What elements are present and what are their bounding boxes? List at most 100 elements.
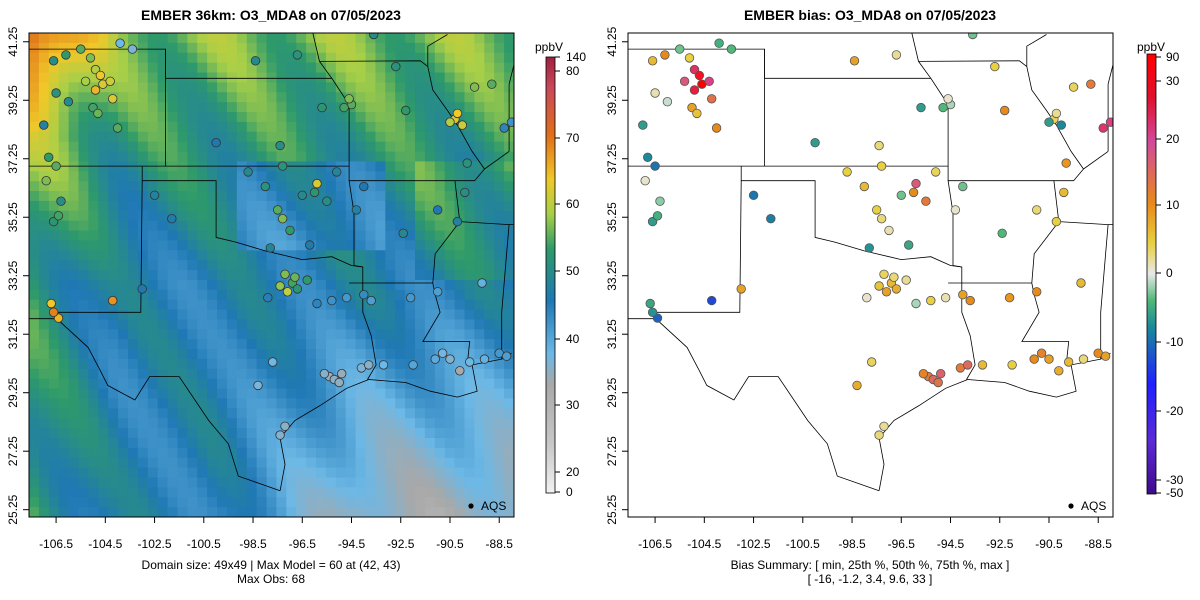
model-grid-cell bbox=[335, 319, 347, 330]
model-grid-cell bbox=[345, 200, 357, 212]
model-grid-cell bbox=[355, 82, 367, 93]
model-grid-cell bbox=[29, 230, 40, 242]
x-tick-label: -94.5 bbox=[937, 537, 965, 551]
model-grid-cell bbox=[38, 181, 50, 192]
model-grid-cell bbox=[286, 121, 297, 133]
model-grid-cell bbox=[405, 408, 416, 419]
state-boundary-line bbox=[740, 166, 976, 380]
model-grid-cell bbox=[365, 447, 377, 459]
model-grid-cell bbox=[504, 240, 514, 251]
model-grid-cell bbox=[266, 72, 278, 83]
model-grid-cell bbox=[108, 368, 119, 380]
model-grid-cell bbox=[494, 230, 505, 242]
model-grid-cell bbox=[484, 437, 495, 449]
y-tick-label: 39.25 bbox=[6, 85, 20, 115]
colorbar-tick-label: 20 bbox=[566, 465, 580, 479]
model-grid-cell bbox=[127, 329, 139, 340]
right-panel-title: EMBER bias: O3_MDA8 on 07/05/2023 bbox=[744, 7, 996, 23]
model-grid-cell bbox=[88, 358, 99, 370]
model-grid-cell bbox=[68, 457, 80, 469]
model-grid-cell bbox=[108, 82, 119, 93]
model-grid-cell bbox=[236, 112, 248, 123]
model-grid-cell bbox=[405, 92, 416, 103]
bias-site-marker bbox=[694, 70, 705, 81]
model-grid-cell bbox=[316, 250, 327, 261]
model-grid-cell bbox=[118, 92, 129, 103]
model-grid-cell bbox=[494, 467, 505, 479]
model-grid-cell bbox=[335, 92, 347, 103]
model-grid-cell bbox=[157, 200, 169, 212]
model-grid-cell bbox=[424, 42, 436, 54]
model-grid-cell bbox=[345, 82, 357, 93]
model-grid-cell bbox=[236, 240, 248, 251]
model-grid-cell bbox=[118, 240, 129, 251]
model-grid-cell bbox=[325, 131, 337, 143]
model-grid-cell bbox=[38, 457, 50, 469]
model-grid-cell bbox=[286, 151, 297, 163]
model-grid-cell bbox=[157, 418, 169, 429]
model-grid-cell bbox=[58, 181, 70, 192]
model-grid-cell bbox=[375, 398, 386, 409]
model-grid-cell bbox=[187, 457, 198, 469]
model-grid-cell bbox=[464, 299, 476, 311]
model-grid-cell bbox=[48, 240, 60, 251]
model-grid-cell bbox=[78, 457, 89, 469]
model-grid-cell bbox=[137, 131, 149, 143]
model-grid-cell bbox=[48, 428, 60, 439]
model-grid-cell bbox=[316, 507, 327, 517]
model-grid-cell bbox=[187, 437, 198, 449]
model-grid-cell bbox=[276, 121, 287, 133]
model-grid-cell bbox=[434, 368, 446, 380]
model-grid-cell bbox=[167, 82, 179, 93]
x-tick-label: -102.5 bbox=[138, 537, 172, 551]
model-grid-cell bbox=[58, 378, 70, 390]
model-grid-cell bbox=[286, 487, 297, 498]
model-grid-cell bbox=[167, 388, 179, 400]
model-grid-cell bbox=[365, 408, 377, 419]
model-grid-cell bbox=[48, 319, 60, 330]
model-grid-cell bbox=[137, 319, 149, 330]
model-grid-cell bbox=[444, 378, 456, 390]
model-grid-cell bbox=[454, 161, 466, 172]
model-grid-cell bbox=[316, 112, 327, 123]
model-grid-cell bbox=[48, 131, 60, 143]
model-grid-cell bbox=[415, 329, 426, 340]
model-grid-cell bbox=[217, 62, 228, 74]
model-grid-cell bbox=[325, 378, 337, 390]
model-grid-cell bbox=[207, 507, 218, 517]
bias-site-marker bbox=[997, 228, 1007, 239]
model-grid-cell bbox=[385, 289, 396, 301]
model-grid-cell bbox=[276, 92, 287, 103]
model-grid-cell bbox=[335, 418, 347, 429]
model-grid-cell bbox=[207, 428, 218, 439]
model-grid-cell bbox=[484, 92, 495, 103]
model-grid-cell bbox=[147, 418, 159, 429]
monitor-site-marker bbox=[327, 295, 337, 306]
model-grid-cell bbox=[167, 497, 179, 508]
model-grid-cell bbox=[78, 319, 89, 330]
model-grid-cell bbox=[137, 52, 149, 64]
model-grid-cell bbox=[405, 418, 416, 429]
model-grid-cell bbox=[88, 349, 99, 360]
model-grid-cell bbox=[78, 358, 89, 370]
model-grid-cell bbox=[137, 181, 149, 192]
model-grid-cell bbox=[88, 260, 99, 271]
bias-site-marker bbox=[958, 181, 968, 192]
model-grid-cell bbox=[325, 388, 337, 400]
model-grid-cell bbox=[236, 487, 248, 498]
model-grid-cell bbox=[127, 161, 139, 172]
bias-site-marker bbox=[766, 213, 776, 224]
model-grid-cell bbox=[415, 319, 426, 330]
model-grid-cell bbox=[286, 339, 297, 350]
model-grid-cell bbox=[217, 507, 228, 517]
model-grid-cell bbox=[236, 230, 248, 242]
model-grid-cell bbox=[207, 378, 218, 390]
model-grid-cell bbox=[415, 141, 426, 153]
model-grid-cell bbox=[434, 260, 446, 271]
model-grid-cell bbox=[48, 230, 60, 242]
model-grid-cell bbox=[29, 131, 40, 143]
model-grid-cell bbox=[118, 299, 129, 311]
colorbar-tick-label: -50 bbox=[1166, 486, 1184, 500]
monitor-site-marker bbox=[90, 85, 101, 95]
model-grid-cell bbox=[375, 102, 386, 113]
